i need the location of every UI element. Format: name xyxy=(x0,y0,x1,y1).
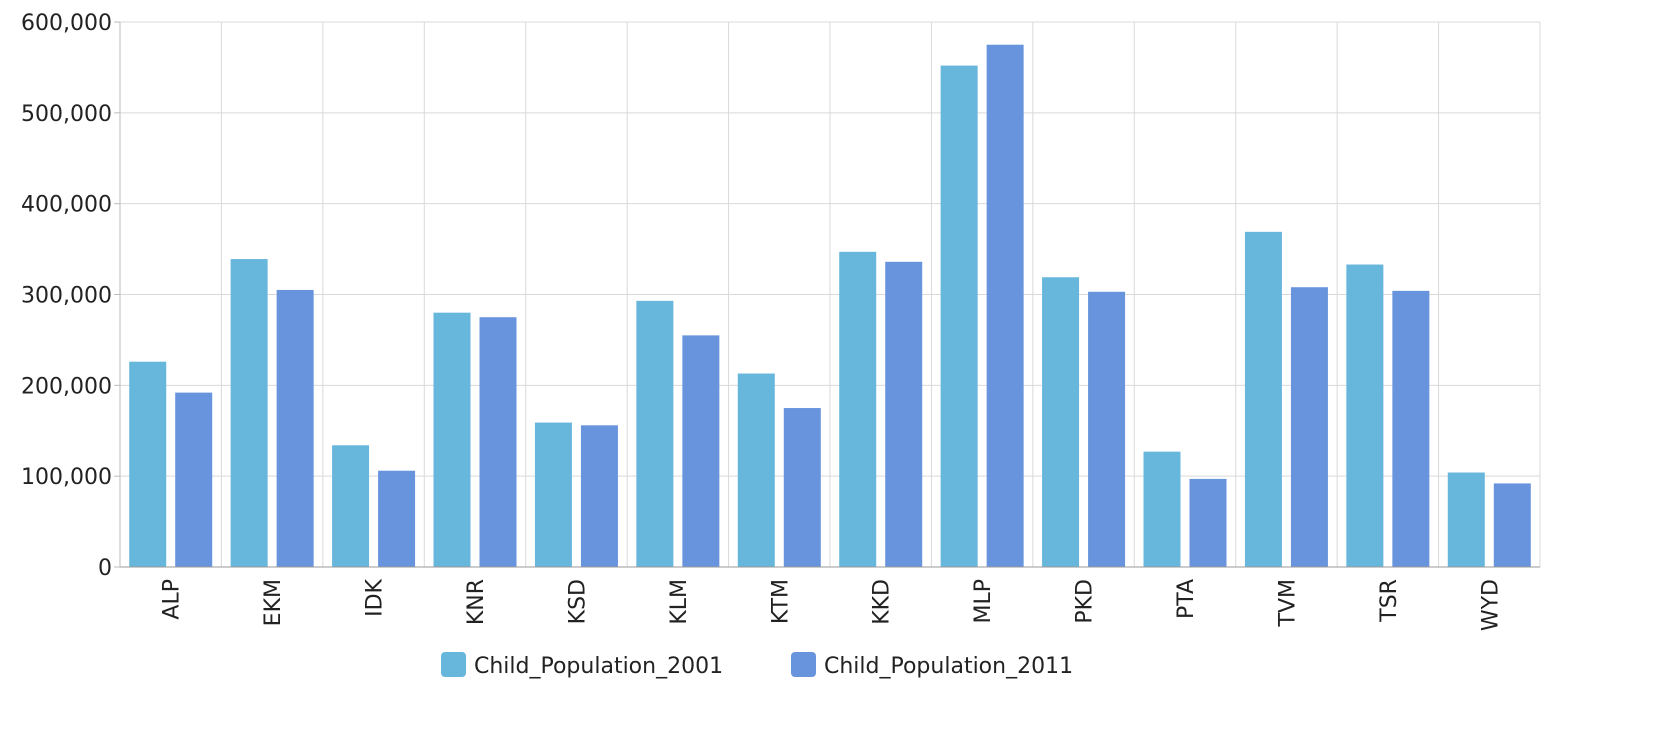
x-tick-label: KLM xyxy=(667,579,692,625)
bar-mlp-2001[interactable] xyxy=(940,65,978,567)
y-tick-label: 200,000 xyxy=(21,374,112,399)
bar-ksd-2011[interactable] xyxy=(580,425,618,567)
bar-wyd-2001[interactable] xyxy=(1447,472,1485,567)
x-tick-label: PTA xyxy=(1174,579,1199,619)
x-tick-label: IDK xyxy=(363,578,388,616)
bar-ekm-2011[interactable] xyxy=(276,289,314,567)
bar-knr-2011[interactable] xyxy=(479,317,517,567)
bar-kkd-2001[interactable] xyxy=(839,251,877,567)
bar-kkd-2011[interactable] xyxy=(885,261,923,567)
bars xyxy=(129,44,1531,568)
bar-klm-2011[interactable] xyxy=(682,335,720,567)
axes xyxy=(114,21,1540,568)
legend-swatch xyxy=(791,652,816,677)
y-tick-label: 100,000 xyxy=(21,465,112,490)
x-tick-label: KSD xyxy=(565,579,590,624)
y-tick-label: 600,000 xyxy=(21,11,112,36)
grid xyxy=(119,21,1541,568)
y-tick-label: 400,000 xyxy=(21,193,112,218)
y-tick-label: 500,000 xyxy=(21,102,112,127)
x-tick-label: TVM xyxy=(1275,579,1300,627)
legend-item-2001[interactable]: Child_Population_2001 xyxy=(441,652,723,679)
y-tick-label: 300,000 xyxy=(21,284,112,309)
x-tick-label: MLP xyxy=(971,579,996,624)
bar-mlp-2011[interactable] xyxy=(986,44,1024,568)
x-tick-label: KNR xyxy=(464,579,489,625)
x-tick-label: EKM xyxy=(261,579,286,626)
legend-item-2011[interactable]: Child_Population_2011 xyxy=(791,652,1073,679)
bar-ksd-2001[interactable] xyxy=(534,422,572,567)
bar-wyd-2011[interactable] xyxy=(1493,483,1531,567)
bar-pkd-2001[interactable] xyxy=(1042,277,1080,567)
x-tick-label: KTM xyxy=(768,579,793,624)
bar-pta-2001[interactable] xyxy=(1143,451,1181,567)
bar-pta-2011[interactable] xyxy=(1189,478,1227,567)
bar-pkd-2011[interactable] xyxy=(1088,291,1126,567)
legend: Child_Population_2001 Child_Population_20… xyxy=(441,652,1073,679)
y-tick-label: 0 xyxy=(98,556,112,581)
bar-alp-2011[interactable] xyxy=(175,392,213,567)
bar-tvm-2011[interactable] xyxy=(1290,287,1328,567)
bar-tsr-2001[interactable] xyxy=(1346,264,1384,567)
x-tick-label: PKD xyxy=(1073,579,1098,624)
legend-swatch xyxy=(441,652,466,677)
x-axis-ticks: ALP EKM IDK KNR KSD KLM KTM KKD MLP PKD PTA TVM TSR W… xyxy=(160,578,1504,631)
bar-tvm-2001[interactable] xyxy=(1244,231,1282,567)
bar-klm-2001[interactable] xyxy=(636,300,674,567)
bar-ktm-2011[interactable] xyxy=(783,408,821,567)
bar-ktm-2001[interactable] xyxy=(737,373,775,567)
bar-alp-2001[interactable] xyxy=(129,361,167,567)
bar-ekm-2001[interactable] xyxy=(230,259,268,567)
x-tick-label: TSR xyxy=(1377,579,1402,623)
x-tick-label: WYD xyxy=(1478,579,1503,631)
legend-label: Child_Population_2011 xyxy=(824,654,1073,679)
bar-knr-2001[interactable] xyxy=(433,312,471,567)
y-axis-ticks: 0 100,000 200,000 300,000 400,000 500,000 600,… xyxy=(21,11,112,581)
bar-idk-2001[interactable] xyxy=(332,445,370,567)
x-tick-label: ALP xyxy=(160,579,185,620)
bar-tsr-2011[interactable] xyxy=(1392,290,1430,567)
legend-label: Child_Population_2001 xyxy=(474,654,723,679)
x-tick-label: KKD xyxy=(870,579,895,625)
bar-idk-2011[interactable] xyxy=(378,470,416,567)
